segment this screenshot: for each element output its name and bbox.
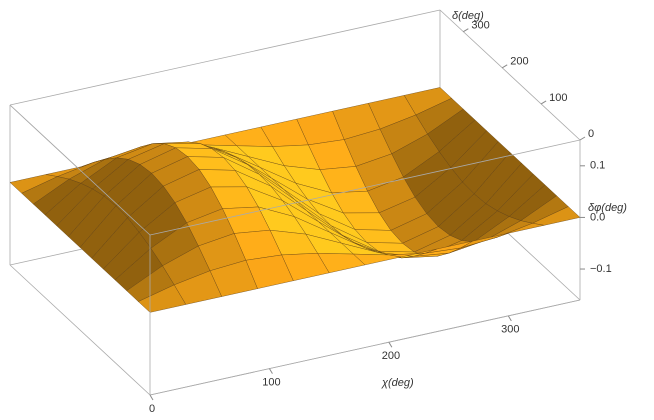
x-tick-label: 200 [382, 350, 400, 362]
x-tick-label: 0 [149, 403, 155, 415]
box-edge [9, 264, 151, 396]
x-tick [388, 341, 393, 348]
box-edge [149, 299, 581, 396]
z-tick-label: 0.1 [590, 160, 605, 172]
z-tick-label: 0.0 [590, 211, 605, 223]
y-tick-label: 300 [471, 20, 489, 32]
y-tick [579, 136, 586, 141]
x-tick [149, 394, 154, 401]
z-axis-label: δφ(deg) [588, 202, 627, 214]
y-tick [501, 64, 508, 69]
y-tick [540, 100, 547, 105]
y-tick [463, 28, 469, 33]
box-edge [149, 139, 581, 236]
x-tick-label: 300 [501, 324, 519, 336]
x-tick [269, 368, 273, 374]
x-tick [507, 315, 512, 322]
y-tick-label: 0 [588, 128, 594, 140]
x-axis-label: χ(deg) [381, 377, 414, 389]
z-tick-label: −0.1 [590, 263, 612, 275]
box-edge [9, 9, 441, 106]
y-tick-label: 100 [549, 92, 567, 104]
y-tick-label: 200 [510, 56, 528, 68]
x-tick-label: 100 [262, 377, 280, 389]
box-edge [9, 104, 151, 236]
y-axis-label: δ(deg) [452, 10, 484, 22]
